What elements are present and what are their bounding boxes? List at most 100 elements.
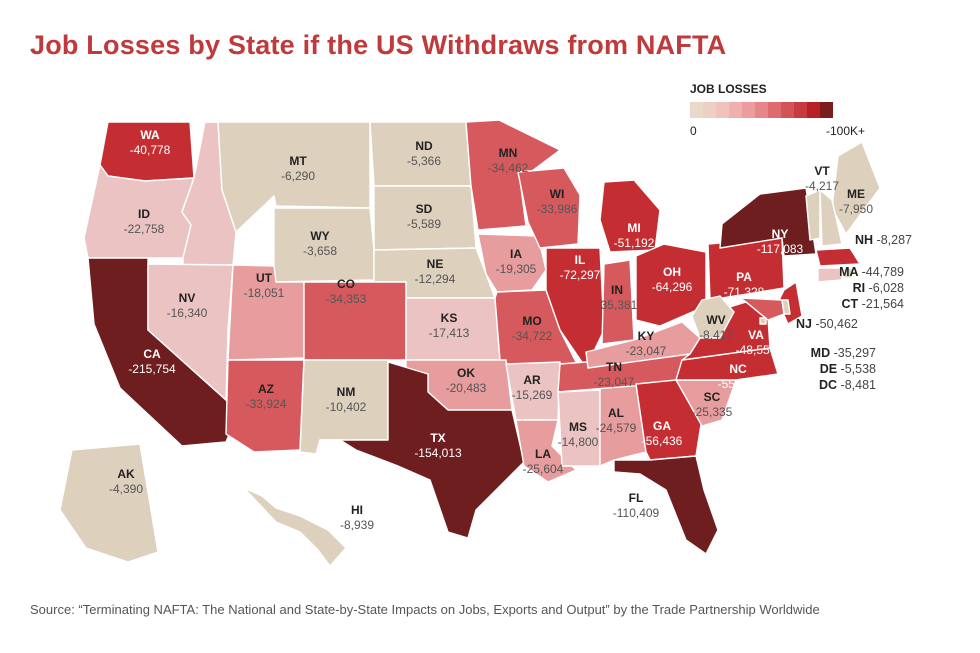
state-value-oh: -64,296 (652, 280, 693, 294)
state-abbr-az: AZ (258, 382, 274, 396)
map-title: Job Losses by State if the US Withdraws … (30, 30, 727, 60)
state-value-va: -48,556 (736, 343, 777, 357)
legend-swatch (755, 102, 768, 118)
state-abbr-sd: SD (416, 202, 433, 216)
state-ma (815, 247, 861, 267)
legend-color-scale (690, 102, 833, 118)
state-abbr-al: AL (608, 406, 624, 420)
state-abbr-wa: WA (140, 128, 160, 142)
state-value-fl: -110,409 (613, 506, 660, 520)
state-value-vt: -4,217 (805, 179, 839, 193)
state-ny (719, 187, 817, 257)
state-value-me: -7,950 (839, 202, 873, 216)
source-note: Source: “Terminating NAFTA: The National… (30, 602, 820, 617)
state-abbr-wv: WV (706, 313, 725, 327)
state-value-nv: -16,340 (167, 306, 208, 320)
state-abbr-ak: AK (117, 467, 135, 481)
legend-title: JOB LOSSES (690, 82, 767, 96)
state-value-in: -35,381 (597, 298, 638, 312)
state-value-ia: -19,305 (496, 262, 537, 276)
state-value-ar: -15,269 (512, 388, 553, 402)
state-tx (319, 361, 525, 539)
legend-swatch (807, 102, 820, 118)
state-value-ut: -18,051 (244, 286, 285, 300)
state-abbr-fl: FL (629, 491, 644, 505)
state-abbr-mn: MN (499, 146, 518, 160)
state-abbr-me: ME (847, 187, 865, 201)
state-fl (613, 455, 719, 555)
state-abbr-wi: WI (550, 187, 565, 201)
state-value-az: -33,924 (246, 397, 287, 411)
state-abbr-ca: CA (143, 347, 161, 361)
state-abbr-oh: OH (663, 265, 681, 279)
legend-swatch (716, 102, 729, 118)
state-mt (204, 121, 371, 233)
state-abbr-id: ID (138, 207, 150, 221)
state-abbr-ga: GA (653, 419, 671, 433)
state-value-mt: -6,290 (281, 169, 315, 183)
state-value-id: -22,758 (124, 222, 165, 236)
state-value-tx: -154,013 (414, 446, 462, 460)
state-value-ky: -23,047 (626, 344, 667, 358)
state-abbr-wy: WY (310, 229, 329, 243)
state-abbr-ne: NE (427, 257, 444, 271)
legend-swatch (781, 102, 794, 118)
legend-swatch (768, 102, 781, 118)
us-choropleth-map: WA-40,778ID-22,758MT-6,290ND-5,366MN-34,… (59, 119, 912, 567)
state-value-nc: -55,040 (718, 377, 759, 391)
state-value-nd: -5,366 (407, 154, 441, 168)
state-value-co: -34,353 (326, 292, 367, 306)
state-value-hi: -8,939 (340, 518, 374, 532)
legend-swatch (794, 102, 807, 118)
state-abbr-ar: AR (523, 373, 541, 387)
state-value-wi: -33,986 (537, 202, 578, 216)
state-value-ne: -12,294 (415, 272, 456, 286)
state-abbr-mt: MT (289, 154, 307, 168)
state-value-mn: -34,462 (488, 161, 529, 175)
state-ri (843, 267, 853, 279)
state-label-md: MD -35,297 (811, 346, 876, 360)
state-value-ny: -117,083 (757, 242, 804, 256)
state-label-ct: CT -21,564 (841, 297, 904, 311)
state-value-sc: -25,335 (692, 405, 733, 419)
state-ct (817, 267, 843, 283)
state-la (515, 419, 577, 483)
state-label-ma: MA -44,789 (839, 265, 904, 279)
state-abbr-ok: OK (457, 366, 475, 380)
state-label-dc: DC -8,481 (819, 378, 876, 392)
state-abbr-pa: PA (736, 270, 752, 284)
state-hi (243, 487, 347, 567)
state-value-mi: -51,192 (614, 236, 655, 250)
state-abbr-nm: NM (337, 385, 356, 399)
state-az (225, 359, 305, 453)
state-label-nh: NH -8,287 (855, 233, 912, 247)
state-abbr-in: IN (611, 283, 623, 297)
state-label-ri: RI -6,028 (853, 281, 904, 295)
state-wv (691, 295, 735, 339)
state-nh (819, 189, 843, 247)
state-abbr-nv: NV (179, 291, 196, 305)
legend-max-label: -100K+ (826, 124, 866, 138)
state-label-de: DE -5,538 (820, 362, 876, 376)
state-abbr-tx: TX (430, 431, 445, 445)
state-abbr-vt: VT (814, 164, 830, 178)
state-md (739, 297, 785, 321)
state-abbr-ny: NY (772, 227, 789, 241)
state-abbr-la: LA (535, 447, 551, 461)
state-value-sd: -5,589 (407, 217, 441, 231)
legend-swatch (690, 102, 703, 118)
state-abbr-il: IL (575, 253, 586, 267)
state-de (781, 299, 791, 315)
state-abbr-sc: SC (704, 390, 721, 404)
state-dc (759, 317, 767, 325)
state-abbr-mi: MI (627, 221, 640, 235)
legend-swatch (742, 102, 755, 118)
state-value-ok: -20,483 (446, 381, 487, 395)
state-value-al: -24,579 (596, 421, 637, 435)
state-value-pa: -71,328 (724, 285, 765, 299)
state-vt (805, 189, 821, 241)
state-abbr-tn: TN (606, 360, 622, 374)
state-value-wa: -40,778 (130, 143, 171, 157)
state-value-ga: -56,436 (642, 434, 683, 448)
state-abbr-ia: IA (510, 247, 522, 261)
